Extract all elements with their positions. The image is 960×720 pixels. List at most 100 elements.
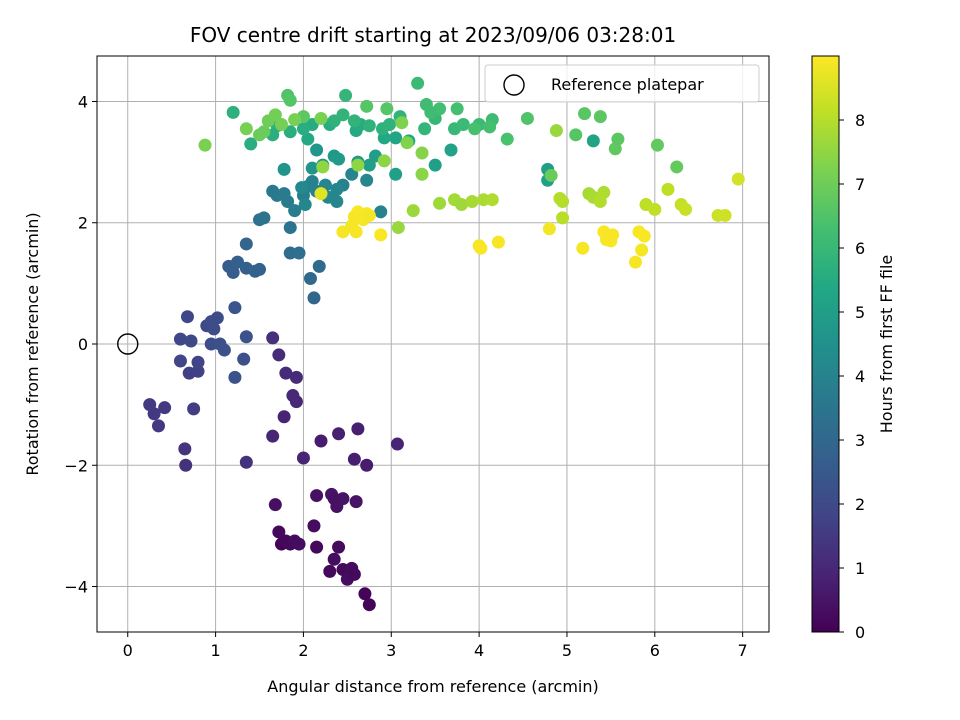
data-point xyxy=(637,229,651,243)
data-point xyxy=(349,495,363,509)
data-point xyxy=(389,167,403,181)
data-point xyxy=(237,352,251,366)
data-point xyxy=(332,152,346,166)
data-point xyxy=(520,111,534,125)
reference-platepar-marker xyxy=(117,333,139,355)
data-point xyxy=(228,301,242,315)
data-point xyxy=(314,111,328,125)
data-point xyxy=(391,221,405,235)
data-point xyxy=(347,452,361,466)
data-point xyxy=(553,191,567,205)
x-tick-label: 3 xyxy=(386,641,396,660)
data-point xyxy=(310,143,324,157)
data-point xyxy=(244,137,258,151)
data-point xyxy=(468,122,482,136)
data-point xyxy=(395,116,409,130)
data-point xyxy=(569,128,583,142)
y-axis-label: Rotation from reference (arcmin) xyxy=(23,212,42,475)
data-point xyxy=(332,427,346,441)
data-point xyxy=(336,108,350,122)
data-point xyxy=(158,401,172,415)
x-tick-label: 1 xyxy=(210,641,220,660)
data-point xyxy=(411,76,425,90)
colorbar-tick-label: 3 xyxy=(855,431,865,450)
data-point xyxy=(679,202,693,216)
data-point xyxy=(226,265,240,279)
data-point xyxy=(312,259,326,273)
data-point xyxy=(210,311,224,325)
data-point xyxy=(661,182,675,196)
data-point xyxy=(268,108,282,122)
data-point xyxy=(257,211,271,225)
data-point xyxy=(390,437,404,451)
data-point xyxy=(323,564,337,578)
data-point xyxy=(316,160,330,174)
data-point xyxy=(184,334,198,348)
data-point xyxy=(253,262,267,276)
data-point xyxy=(277,410,291,424)
data-point xyxy=(310,489,324,503)
data-point xyxy=(268,498,282,512)
data-point xyxy=(179,458,193,472)
chart-title: FOV centre drift starting at 2023/09/06 … xyxy=(190,23,676,47)
data-point xyxy=(544,168,558,182)
data-point xyxy=(239,455,253,469)
data-point xyxy=(483,120,497,134)
data-point xyxy=(650,138,664,152)
data-point xyxy=(281,195,295,209)
data-point xyxy=(292,537,306,551)
data-point xyxy=(296,451,310,465)
data-point xyxy=(296,122,310,136)
data-point xyxy=(198,138,212,152)
data-point xyxy=(310,540,324,554)
colorbar-tick-label: 7 xyxy=(855,175,865,194)
data-point xyxy=(187,402,201,416)
colorbar-label: Hours from first FF file xyxy=(877,255,896,434)
data-point xyxy=(606,228,620,242)
data-point xyxy=(226,105,240,119)
data-point xyxy=(327,552,341,566)
data-point xyxy=(455,198,469,212)
colorbar-ticks: 0 1 2 3 4 5 6 7 8 xyxy=(839,111,865,642)
data-point xyxy=(593,110,607,124)
data-point xyxy=(327,492,341,506)
data-point xyxy=(358,587,372,601)
data-point xyxy=(450,102,464,116)
data-point xyxy=(360,99,374,113)
data-point xyxy=(173,332,187,346)
x-tick-label: 0 xyxy=(123,641,133,660)
data-point xyxy=(292,246,306,260)
legend-marker-icon xyxy=(503,74,525,96)
data-point xyxy=(345,167,359,181)
data-point xyxy=(380,102,394,116)
data-point xyxy=(295,181,309,195)
data-point xyxy=(266,331,280,345)
data-point xyxy=(444,143,458,157)
data-point xyxy=(374,205,388,219)
x-axis-ticks: 0 1 2 3 4 5 6 7 xyxy=(123,632,748,660)
data-point xyxy=(415,167,429,181)
data-point xyxy=(415,146,429,160)
data-point xyxy=(670,160,684,174)
data-point xyxy=(628,255,642,269)
x-tick-label: 6 xyxy=(650,641,660,660)
data-point xyxy=(491,235,505,249)
data-point xyxy=(207,322,221,336)
data-point xyxy=(305,175,319,189)
data-point xyxy=(349,225,363,239)
data-point xyxy=(286,389,300,403)
data-point xyxy=(301,132,315,146)
data-point xyxy=(428,158,442,172)
data-point xyxy=(400,136,414,150)
data-point xyxy=(253,128,267,142)
data-point xyxy=(593,195,607,209)
colorbar-tick-label: 6 xyxy=(855,239,865,258)
data-point xyxy=(303,272,317,286)
legend: Reference platepar xyxy=(484,64,760,103)
data-point xyxy=(500,132,514,146)
data-point xyxy=(374,228,388,242)
y-axis-ticks: −4 −2 0 2 4 xyxy=(64,92,97,597)
data-point xyxy=(339,88,353,102)
x-tick-label: 4 xyxy=(474,641,484,660)
